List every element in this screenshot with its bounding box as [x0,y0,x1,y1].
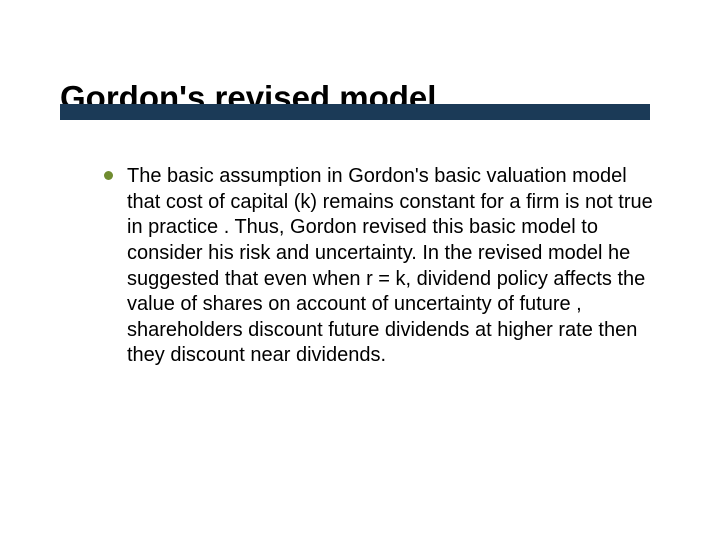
body-area: The basic assumption in Gordon's basic v… [60,164,660,369]
bullet-icon [104,171,113,180]
title-wrap: Gordon's revised model [60,80,660,116]
title-underline [60,104,650,120]
body-text: The basic assumption in Gordon's basic v… [127,164,660,369]
bullet-row: The basic assumption in Gordon's basic v… [104,164,660,369]
slide: Gordon's revised model The basic assumpt… [0,0,720,540]
